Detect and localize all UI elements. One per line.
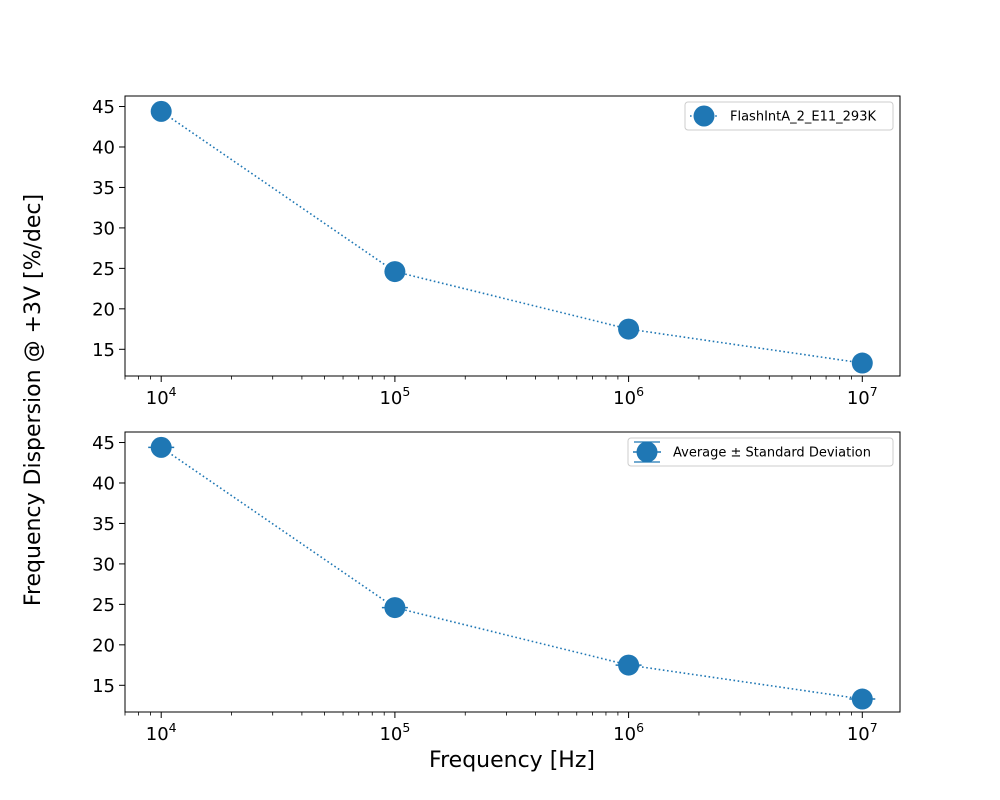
axes-frame — [124, 431, 901, 713]
legend-label: FlashIntA_2_E11_293K — [730, 110, 876, 125]
y-tick-label: 20 — [92, 635, 115, 656]
y-tick-label: 45 — [92, 97, 115, 118]
legend: FlashIntA_2_E11_293K — [684, 101, 894, 131]
data-point — [851, 688, 873, 710]
shared-x-axis-label: Frequency [Hz] — [429, 748, 595, 773]
data-point — [150, 436, 172, 458]
data-point — [384, 597, 406, 619]
y-tick-label: 35 — [92, 178, 115, 199]
legend-frame — [684, 101, 894, 131]
shared-y-axis-label: Frequency Dispersion @ +3V [%/dec] — [21, 194, 46, 606]
x-tick-label: 107 — [847, 384, 878, 409]
x-tick-label: 104 — [146, 720, 177, 745]
top-subplot: 104 105 106 107 15 20 25 30 35 40 45 FlashIntA_2_E1… — [92, 95, 901, 409]
axes-frame — [124, 95, 901, 377]
y-tick-label: 30 — [92, 218, 115, 239]
data-point — [851, 352, 873, 374]
legend-label: Average ± Standard Deviation — [673, 446, 871, 461]
y-tick-label: 45 — [92, 433, 115, 454]
data-point — [150, 100, 172, 122]
legend-handle-marker — [693, 105, 715, 127]
x-tick-label: 105 — [379, 384, 410, 409]
legend: Average ± Standard Deviation — [627, 437, 894, 467]
data-point — [384, 261, 406, 283]
y-tick-label: 40 — [92, 137, 115, 158]
y-tick-label: 25 — [92, 595, 115, 616]
x-tick-label: 106 — [613, 720, 644, 745]
x-tick-label: 104 — [146, 384, 177, 409]
x-tick-label: 106 — [613, 384, 644, 409]
series-line — [160, 110, 863, 364]
series-line — [160, 446, 863, 700]
y-tick-label: 15 — [92, 676, 115, 697]
data-point — [618, 654, 640, 676]
y-tick-label: 40 — [92, 473, 115, 494]
legend-handle-marker — [636, 441, 658, 463]
bottom-subplot: 104 105 106 107 15 20 25 30 35 40 45 Average ± Stan… — [92, 431, 901, 745]
x-tick-label: 107 — [847, 720, 878, 745]
y-tick-label: 15 — [92, 340, 115, 361]
y-tick-label: 30 — [92, 554, 115, 575]
legend-frame — [627, 437, 894, 467]
data-point — [618, 318, 640, 340]
y-tick-label: 20 — [92, 299, 115, 320]
x-tick-label: 105 — [379, 720, 410, 745]
y-tick-label: 25 — [92, 259, 115, 280]
y-tick-label: 35 — [92, 514, 115, 535]
